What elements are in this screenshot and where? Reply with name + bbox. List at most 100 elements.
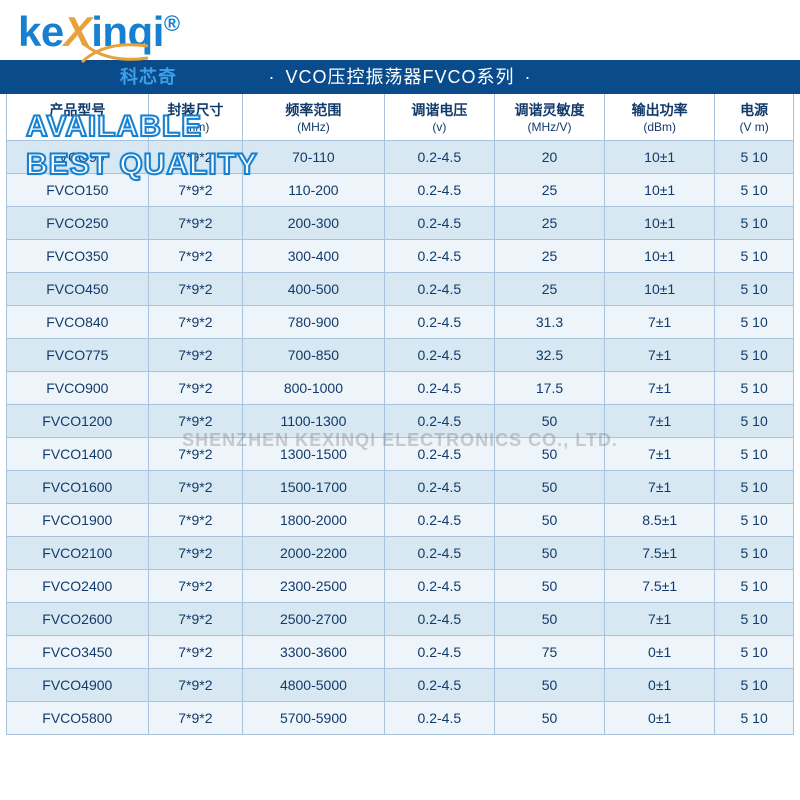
table-cell: 2000-2200 [243,537,385,570]
spec-table: 产品型号 封装尺寸 频率范围 调谐电压 调谐灵敏度 输出功率 电源 (mm) (… [6,94,794,735]
table-cell: 5 10 [715,339,794,372]
table-cell: 25 [494,207,604,240]
table-cell: 7*9*2 [148,372,242,405]
table-cell: 0.2-4.5 [384,207,494,240]
table-cell: 10±1 [605,207,715,240]
table-cell: 50 [494,471,604,504]
overlay-available: AVAILABLE [26,110,202,144]
table-cell: 5 10 [715,504,794,537]
table-cell: 5 10 [715,669,794,702]
table-row: FVCO49007*9*24800-50000.2-4.5500±15 10 [7,669,794,702]
table-cell: 70-110 [243,141,385,174]
table-cell: 10±1 [605,273,715,306]
table-cell: 7*9*2 [148,570,242,603]
table-cell: FVCO350 [7,240,149,273]
table-cell: 0.2-4.5 [384,240,494,273]
table-cell: 7*9*2 [148,306,242,339]
brand-logo: keXinqi® [18,8,180,56]
table-cell: 75 [494,636,604,669]
table-cell: 0.2-4.5 [384,504,494,537]
table-row: FVCO7757*9*2700-8500.2-4.532.57±15 10 [7,339,794,372]
col-pout-label: 输出功率 [605,94,715,120]
table-cell: FVCO5800 [7,702,149,735]
table-cell: FVCO1900 [7,504,149,537]
table-row: FVCO16007*9*21500-17000.2-4.5507±15 10 [7,471,794,504]
table-cell: 5 10 [715,471,794,504]
table-cell: 4800-5000 [243,669,385,702]
table-cell: 25 [494,240,604,273]
table-row: FVCO8407*9*2780-9000.2-4.531.37±15 10 [7,306,794,339]
registered-icon: ® [164,11,180,36]
table-row: FVCO3507*9*2300-4000.2-4.52510±15 10 [7,240,794,273]
table-cell: 50 [494,537,604,570]
table-cell: 7±1 [605,438,715,471]
table-cell: 300-400 [243,240,385,273]
table-cell: 0.2-4.5 [384,702,494,735]
table-cell: 5 10 [715,537,794,570]
table-cell: 10±1 [605,240,715,273]
table-cell: 7*9*2 [148,702,242,735]
col-freq-unit: (MHz) [243,120,385,141]
table-cell: 5 10 [715,174,794,207]
table-cell: 5 10 [715,702,794,735]
table-cell: FVCO1400 [7,438,149,471]
table-cell: 5 10 [715,603,794,636]
table-cell: 0.2-4.5 [384,339,494,372]
table-row: FVCO34507*9*23300-36000.2-4.5750±15 10 [7,636,794,669]
table-cell: FVCO450 [7,273,149,306]
table-row: FVCO58007*9*25700-59000.2-4.5500±15 10 [7,702,794,735]
table-cell: 7±1 [605,471,715,504]
table-cell: 0.2-4.5 [384,636,494,669]
table-cell: 50 [494,570,604,603]
table-cell: 17.5 [494,372,604,405]
col-freq-label: 频率范围 [243,94,385,120]
table-cell: 50 [494,504,604,537]
table-cell: 5 10 [715,240,794,273]
table-cell: FVCO1200 [7,405,149,438]
logo-letter-x: X [64,8,92,55]
table-cell: 7.5±1 [605,537,715,570]
table-cell: 7±1 [605,405,715,438]
col-ps-label: 电源 [715,94,794,120]
table-cell: 2300-2500 [243,570,385,603]
table-cell: 200-300 [243,207,385,240]
table-cell: 5 10 [715,141,794,174]
table-cell: 7*9*2 [148,636,242,669]
table-cell: 5 10 [715,207,794,240]
table-cell: 32.5 [494,339,604,372]
table-cell: 7*9*2 [148,669,242,702]
overlay-best-quality: BEST QUALITY [26,148,258,182]
table-row: FVCO24007*9*22300-25000.2-4.5507.5±15 10 [7,570,794,603]
table-row: FVCO19007*9*21800-20000.2-4.5508.5±15 10 [7,504,794,537]
table-cell: FVCO3450 [7,636,149,669]
table-cell: 31.3 [494,306,604,339]
table-cell: 0.2-4.5 [384,669,494,702]
table-cell: FVCO250 [7,207,149,240]
table-cell: FVCO4900 [7,669,149,702]
table-cell: 5 10 [715,273,794,306]
logo-letter-e: e [41,8,64,55]
table-row: FVCO9007*9*2800-10000.2-4.517.57±15 10 [7,372,794,405]
table-cell: FVCO900 [7,372,149,405]
table-cell: 1800-2000 [243,504,385,537]
table-cell: 0.2-4.5 [384,603,494,636]
table-cell: 20 [494,141,604,174]
table-cell: 5 10 [715,306,794,339]
table-cell: 8.5±1 [605,504,715,537]
table-cell: 10±1 [605,141,715,174]
table-cell: 5 10 [715,405,794,438]
table-cell: 2500-2700 [243,603,385,636]
table-row: FVCO2507*9*2200-3000.2-4.52510±15 10 [7,207,794,240]
table-cell: 7*9*2 [148,207,242,240]
table-cell: 0.2-4.5 [384,372,494,405]
table-cell: 7±1 [605,603,715,636]
col-sens-label: 调谐灵敏度 [494,94,604,120]
table-cell: 7.5±1 [605,570,715,603]
table-cell: 5 10 [715,372,794,405]
col-tv-label: 调谐电压 [384,94,494,120]
table-cell: 50 [494,669,604,702]
col-sens-unit: (MHz/V) [494,120,604,141]
table-cell: 700-850 [243,339,385,372]
table-cell: 7*9*2 [148,504,242,537]
table-cell: 25 [494,273,604,306]
